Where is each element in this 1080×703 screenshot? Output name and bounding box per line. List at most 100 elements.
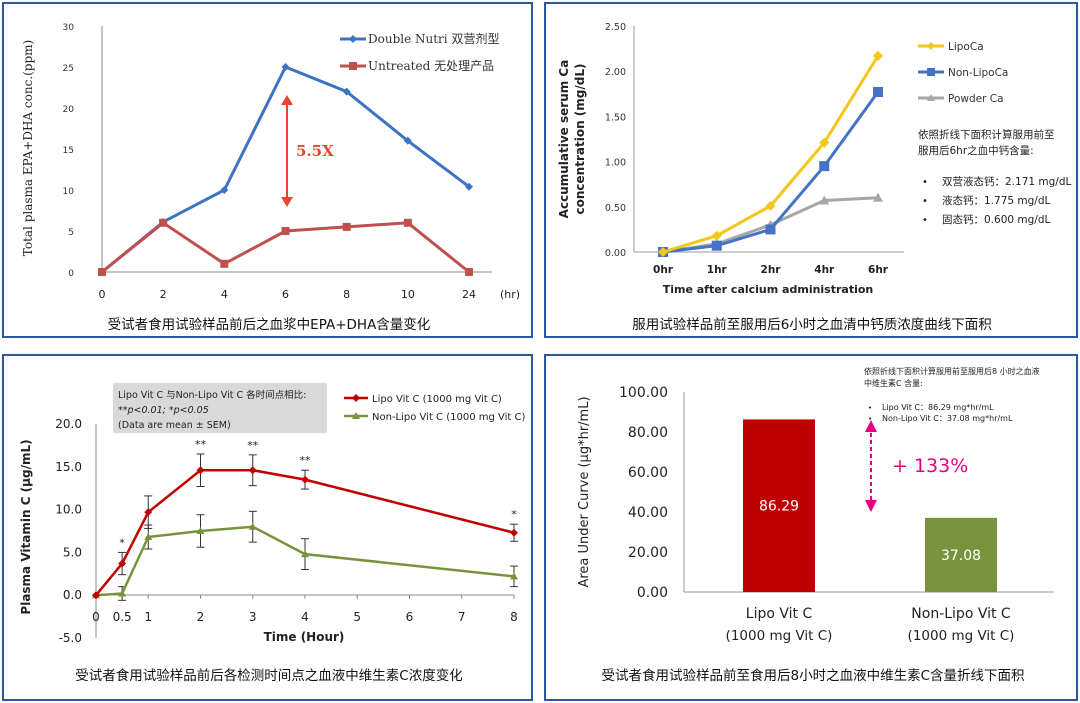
y-tick-label: 25 [63, 64, 74, 74]
data-point-non-lipoca [819, 161, 830, 172]
legend-label-powder-ca: Powder Ca [948, 93, 1004, 105]
data-point-lipoca [819, 137, 830, 148]
data-point-lipo-vit-c [92, 591, 100, 600]
data-point-non-lipoca [711, 240, 722, 251]
bar-value-label-lipo-vit-c: 86.29 [759, 499, 799, 515]
panel-epa-dha: 0 5 10 15 20 25 30 0 2 4 6 8 10 24 Total plasma EPA+… [2, 2, 533, 338]
data-point-non-lipo-vit-c [248, 522, 257, 530]
x-tick-label: 0.5 [113, 610, 132, 624]
x-tick-label: 0 [92, 610, 100, 624]
y-tick-label: 20.00 [628, 545, 668, 561]
bar-value-label-non-lipo-vit-c: 37.08 [941, 548, 981, 564]
x-category-label: Lipo Vit C [746, 606, 813, 622]
y-axis-title-group: Area Under Curve (μg*hr/mL) [577, 396, 592, 587]
panel-calcium: 0.00 0.50 1.00 1.50 2.00 2.50 0hr 1hr 2hr 4hr 6hr… [544, 2, 1078, 338]
data-point-lipoca [658, 247, 668, 257]
legend-label-lipo-vit-c: Lipo Vit C (1000 mg Vit C) [372, 394, 502, 405]
y-tick-label: 40.00 [628, 505, 668, 521]
y-tick-label: 30 [63, 23, 75, 33]
data-point-untreated [98, 268, 106, 276]
stat-box-line1: Lipo Vit C 与Non-Lipo Vit C 各时间点相比: [118, 389, 306, 401]
y-tick-label: 20.0 [55, 417, 82, 431]
note-title-line2: 服用后6hr之血中钙含量: [918, 144, 1034, 157]
stat-box [113, 383, 327, 433]
note-item: Non-Lipo Vit C：37.08 mg*hr/mL [882, 414, 1013, 423]
y-tick-label: 15.0 [55, 460, 82, 474]
legend: Double Nutri 双营剂型 Untreated 无处理产品 [340, 31, 499, 73]
chart-caption: 受试者食用试验样品前至食用后8小时之血液中维生素C含量折线下面积 [601, 667, 1024, 684]
y-tick-label: 2.50 [605, 22, 626, 33]
stat-box-line2: **p<0.01; *p<0.05 [118, 405, 209, 416]
data-point-powder-ca [819, 195, 830, 205]
data-point-non-lipo-vit-c [301, 550, 309, 558]
legend-label-untreated: Untreated 无处理产品 [368, 59, 494, 73]
note-item: Lipo Vit C：86.29 mg*hr/mL [882, 403, 994, 412]
data-point-untreated [465, 268, 473, 276]
y-tick-label: 1.00 [605, 158, 626, 169]
x-tick-label: 10 [401, 288, 415, 301]
data-point-double-nutri [465, 182, 473, 191]
data-point-lipoca [765, 200, 776, 211]
chart-caption: 受试者食用试验样品前后各检测时间点之血液中维生素C浓度变化 [75, 667, 462, 684]
x-tick-label: 1 [144, 610, 152, 624]
y-tick-label: -5.0 [59, 631, 82, 645]
y-axis-title: Plasma Vitamin C (μg/mL) [19, 439, 33, 614]
data-point-lipo-vit-c [144, 508, 153, 517]
y-tick-label: 20 [63, 105, 75, 115]
y-tick-label: 0.0 [63, 588, 82, 602]
y-tick-label: 0.50 [605, 203, 626, 214]
increase-arrow-head-up [865, 420, 877, 432]
y-axis-title-a: Accumulative serum Ca [557, 60, 571, 219]
data-point-powder-ca [873, 192, 883, 202]
legend-marker-untreated [349, 62, 357, 70]
data-point-non-lipo-vit-c [510, 572, 518, 580]
x-tick-label: 4hr [814, 264, 835, 276]
chart-caption: 服用试验样品前至服用后6小时之血清中钙质浓度曲线下面积 [632, 316, 992, 333]
x-tick-label: 3 [249, 610, 257, 624]
x-tick-label: 2 [160, 288, 167, 301]
note-item: 双营液态钙：2.171 mg/dL [942, 175, 1071, 188]
y-axis-title: Area Under Curve (μg*hr/mL) [577, 396, 592, 587]
x-tick-label: 0hr [653, 264, 674, 276]
y-tick-label: 0.00 [637, 585, 668, 601]
x-axis-title: Time after calcium administration [663, 283, 874, 296]
data-point-lipo-vit-c [510, 528, 518, 537]
data-point-non-lipo-vit-c [196, 527, 205, 534]
data-point-untreated [403, 218, 412, 227]
note-bullet: • [922, 177, 928, 188]
note-bullet: • [922, 196, 928, 207]
bar-non-lipo-vit-c [925, 517, 997, 592]
x-tick-label: 1hr [707, 264, 728, 276]
note-bullet: • [868, 415, 872, 423]
note-title-line1: 依照折线下面积计算服用前至服用后8 小时之血液 [864, 366, 1040, 376]
chart-vitc-time: Lipo Vit C 与Non-Lipo Vit C 各时间点相比: **p<0… [19, 383, 525, 684]
legend-marker-non-lipo-vit-c [352, 412, 360, 419]
x-tick-label: 8 [343, 288, 350, 301]
y-tick-label: 0.00 [605, 248, 626, 259]
data-point-double-nutri [403, 136, 412, 145]
y-tick-label: 1.50 [605, 112, 626, 123]
legend-label-double-nutri: Double Nutri 双营剂型 [368, 31, 499, 46]
significance-label: ** [195, 438, 207, 451]
x-tick-label: 4 [301, 610, 309, 624]
data-point-untreated [281, 227, 290, 235]
x-tick-label: 8 [510, 610, 518, 624]
data-point-lipo-vit-c [248, 466, 257, 475]
ratio-arrow-head-up [281, 95, 293, 105]
significance-label: * [119, 536, 125, 549]
y-axis-title: Total plasma EPA+DHA conc.(ppm) [21, 40, 35, 256]
data-point-lipoca [711, 230, 722, 241]
data-point-double-nutri [342, 87, 351, 96]
legend-marker-powder-ca [927, 94, 935, 101]
data-point-non-lipo-vit-c [144, 532, 153, 540]
legend-label-non-lipoca: Non-LipoCa [948, 67, 1008, 79]
legend-marker-non-lipoca [927, 68, 935, 76]
y-tick-label: 10 [63, 187, 75, 197]
note-bullet: • [868, 404, 872, 412]
y-axis-title-group: Accumulative serum Ca concentration (mg/… [557, 60, 587, 219]
data-point-non-lipo-vit-c [118, 589, 127, 597]
y-tick-label: 0 [68, 269, 74, 279]
data-point-lipo-vit-c [196, 466, 205, 475]
chart-caption: 受试者食用试验样品前后之血浆中EPA+DHA含量变化 [108, 316, 431, 333]
